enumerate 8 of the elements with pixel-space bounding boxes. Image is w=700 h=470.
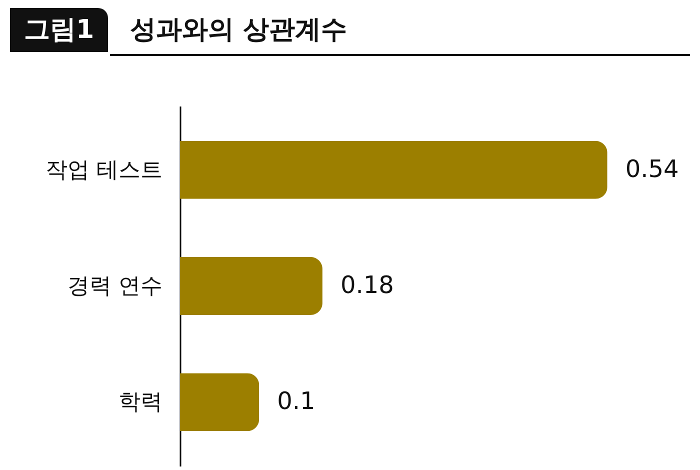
data-label: 0.18 — [340, 271, 394, 299]
chart-title: 성과와의 상관계수 — [130, 14, 348, 47]
y-tick-label: 학력 — [118, 390, 162, 416]
y-tick-label: 경력 연수 — [68, 274, 162, 299]
y-tick-label: 작업 테스트 — [46, 158, 162, 183]
caption: 그림1 — [10, 8, 108, 52]
data-label: 0.1 — [277, 387, 316, 416]
data-label: 0.54 — [625, 154, 679, 183]
